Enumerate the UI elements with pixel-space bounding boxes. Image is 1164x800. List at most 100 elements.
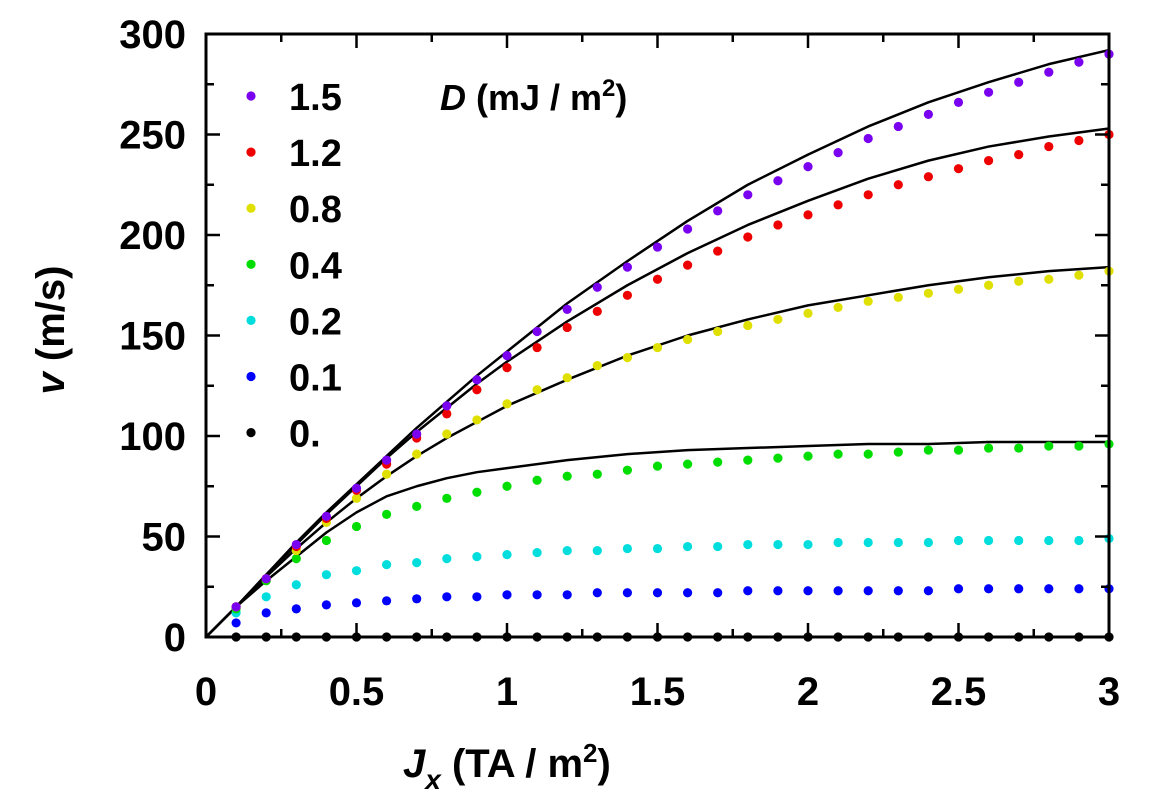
data-point-D0_2-24 [953,535,964,546]
data-point-D0_1-14 [652,588,663,598]
data-point-D1_5-17 [743,190,753,200]
data-point-D0_8-14 [652,342,663,353]
data-point-D0_1-25 [984,584,994,594]
data-point-D0_2-23 [923,537,934,548]
data-point-D0_2-17 [743,539,753,550]
data-point-D1_5-6 [412,429,422,439]
fit-curve-3 [205,440,1109,638]
data-point-D0_4-6 [412,501,422,511]
x-tick-label: 0.5 [329,670,385,714]
y-axis-label-symbol: v [29,369,73,394]
data-point-D0_8-28 [1074,270,1084,280]
data-point-D0_4-20 [833,449,843,459]
legend-marker [246,203,256,213]
data-point-D0_8-21 [863,296,873,306]
data-point-D1_5-0 [231,602,241,612]
data-point-D0_1-3 [321,600,331,610]
legend-title-symbol: D [440,77,466,118]
data-point-D1_2-27 [1044,141,1054,152]
data-point-D1_2-9 [502,363,512,373]
data-point-D1_5-2 [291,539,301,550]
data-point-D0_1-11 [562,590,572,600]
data-point-D1_5-16 [713,206,723,216]
data-point-D0_4-8 [472,487,482,497]
data-point-D0_8-17 [743,320,753,331]
data-point-D1_2-26 [1014,150,1024,160]
data-point-D0_2-19 [803,539,813,550]
data-point-D1_5-12 [592,282,602,292]
data-point-D1_2-21 [863,190,873,200]
data-point-D0_4-9 [502,481,512,491]
x-tick-labels: 0 0.5 1 1.5 2 2.5 3 [195,670,1120,714]
data-point-D1_2-20 [833,200,843,210]
data-point-D0_8-6 [412,449,422,459]
data-point-D0_2-4 [351,566,362,576]
legend-title-unit: (mJ / m [466,77,602,118]
data-point-D1_5-4 [351,483,362,493]
data-point-D1_5-5 [382,455,392,465]
data-point-D0_2-18 [773,539,783,550]
data-point-D1_5-15 [683,224,693,234]
legend-marker [246,315,256,325]
legend-title: D (mJ / m2) [440,75,627,118]
legend-label: 0. [289,414,321,456]
y-tick-label: 300 [119,13,186,57]
data-point-D1_2-12 [592,306,602,316]
y-tick-label: 150 [119,315,186,359]
x-tick-label: 0 [195,670,217,714]
legend-label: 1.5 [289,77,342,119]
data-point-D1_5-14 [652,242,663,252]
data-point-D0_1-7 [442,592,452,602]
data-point-D0_1-16 [713,588,723,598]
data-point-D0_4-2 [291,554,301,564]
data-point-D0_4-13 [622,465,633,475]
data-point-D0_2-22 [893,537,903,548]
x-axis-label-sub: x [423,764,442,795]
data-point-D0_4-3 [321,535,331,546]
x-tick-label: 2 [797,670,819,714]
legend-marker [246,147,256,157]
data-point-D1_2-16 [713,246,723,256]
y-tick-label: 0 [164,616,186,660]
data-point-D0_1-17 [743,586,753,596]
data-point-D0_1-20 [833,586,843,596]
data-point-D0_1-27 [1044,584,1054,594]
y-tick-labels: 0 50 100 150 200 250 300 [119,13,186,660]
data-point-D0_8-13 [622,353,633,363]
legend-marker [246,259,256,269]
axes [204,32,1111,639]
data-point-D0_4-10 [532,475,542,485]
data-point-D0_2-3 [321,570,331,580]
data-point-D0_1-22 [893,586,903,596]
data-point-D1_2-18 [773,220,783,230]
data-point-D1_2-10 [532,342,542,353]
data-point-D0_8-20 [833,302,843,312]
data-point-D0_2-11 [562,545,572,556]
data-point-D1_5-13 [622,262,633,272]
data-point-D1_2-11 [562,322,572,333]
legend-label: 0.1 [289,358,342,400]
data-point-D0_1-28 [1074,584,1084,594]
y-tick-label: 250 [119,114,186,158]
data-point-D1_2-8 [472,385,482,395]
x-axis-label: Jx (TA / m2) [403,738,611,795]
data-point-D0_8-11 [562,373,572,383]
data-point-D0_4-4 [351,521,362,532]
data-point-D0_4-24 [953,445,964,455]
data-point-D1_5-11 [562,304,572,314]
data-point-D0_2-28 [1074,535,1084,546]
data-point-D1_5-18 [773,176,783,186]
data-point-D0_8-9 [502,399,512,409]
data-point-D0_4-19 [803,451,813,461]
data-point-D1_5-19 [803,162,813,172]
data-point-D0_4-11 [562,471,572,481]
legend: 1.5 1.2 0.8 0.4 0.2 0.1 0. [246,77,342,456]
data-point-D0_8-27 [1044,274,1054,284]
data-point-D0_4-22 [893,447,903,457]
legend-title-sup: 2 [602,75,615,102]
data-point-D0_4-23 [923,445,934,455]
data-points [231,49,1114,642]
data-point-D0_1-1 [261,608,271,618]
y-tick-label: 50 [142,516,187,560]
data-point-D0_1-8 [472,592,482,602]
